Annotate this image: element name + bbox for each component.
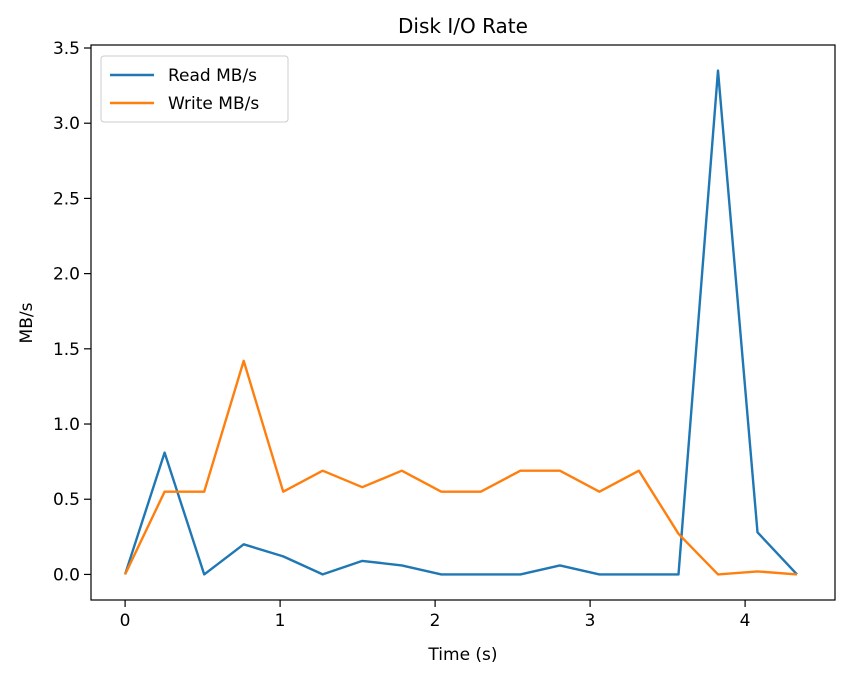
legend-label: Write MB/s	[168, 94, 259, 114]
x-tick-label: 3	[585, 611, 596, 631]
x-tick-label: 2	[430, 611, 441, 631]
x-tick-label: 0	[120, 611, 131, 631]
series-line-read	[123, 69, 798, 576]
y-tick-label: 0.0	[53, 565, 80, 585]
chart-title: Disk I/O Rate	[398, 14, 528, 38]
y-tick-label: 2.5	[53, 189, 80, 209]
plot-frame	[90, 44, 836, 601]
legend: Read MB/s Write MB/s	[100, 55, 289, 123]
y-tick-label: 1.0	[53, 415, 80, 435]
y-tick-label: 1.5	[53, 340, 80, 360]
legend-label: Read MB/s	[168, 66, 257, 86]
legend-box	[100, 55, 289, 123]
y-tick-label: 0.5	[53, 490, 80, 510]
x-tick-label: 4	[740, 611, 751, 631]
plot-area	[123, 69, 798, 576]
x-tick-label: 1	[275, 611, 286, 631]
series-line-write	[124, 359, 798, 576]
y-tick-label: 3.5	[53, 39, 80, 59]
x-axis-label: Time (s)	[427, 645, 497, 665]
y-axis-label: MB/s	[17, 302, 37, 343]
y-tick-label: 2.0	[53, 265, 80, 285]
y-tick-label: 3.0	[53, 114, 80, 134]
